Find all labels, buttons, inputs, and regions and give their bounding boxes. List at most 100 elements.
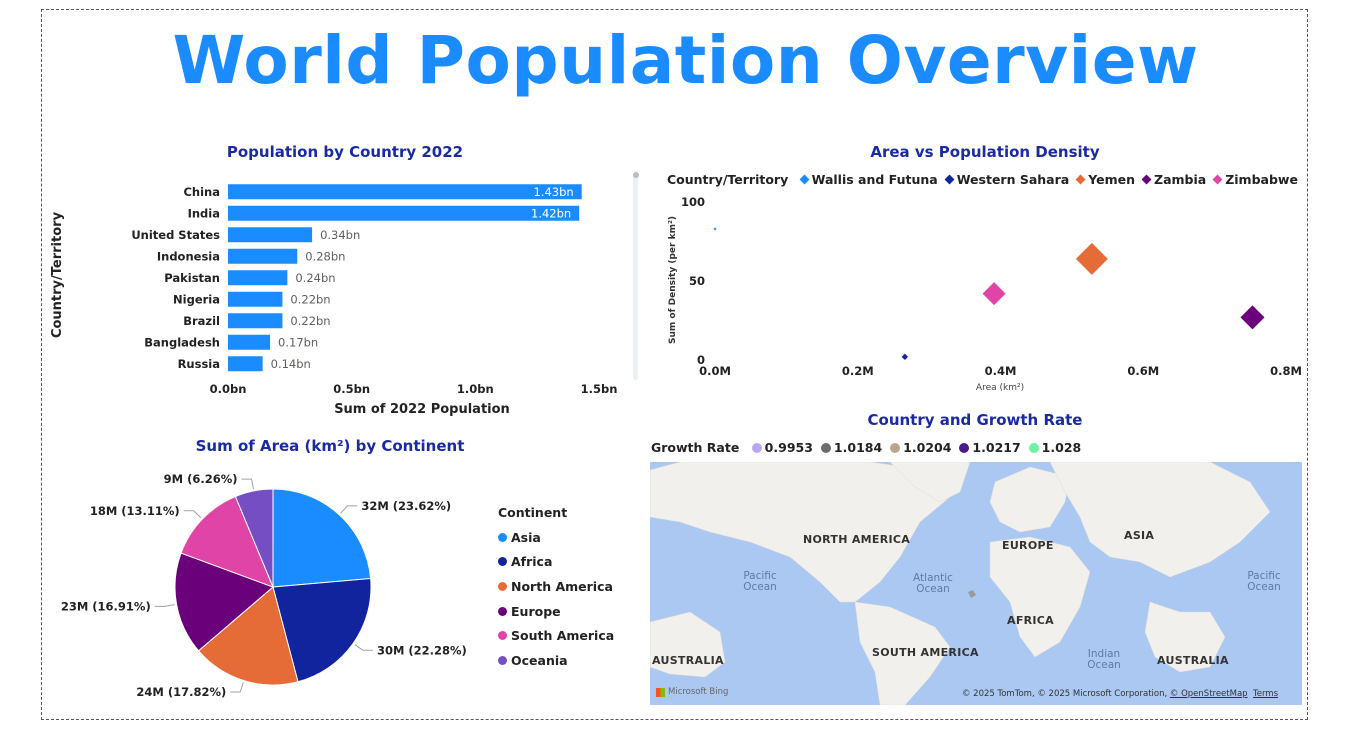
x-tick-label: 1.0bn xyxy=(457,382,494,396)
scatter-chart-title: Area vs Population Density xyxy=(870,143,1100,161)
x-tick-label: 0.0M xyxy=(699,364,731,378)
legend-dot-icon xyxy=(1028,443,1039,453)
legend-dot-icon xyxy=(751,443,762,453)
map-label-pacific-ocean-west: Pacific Ocean xyxy=(743,570,777,593)
pie-slice[interactable] xyxy=(234,488,274,588)
scatter-legend-item[interactable]: Zambia xyxy=(1140,172,1206,187)
pie-slice[interactable] xyxy=(174,552,274,652)
bar[interactable] xyxy=(228,334,271,350)
legend-dot-icon xyxy=(498,655,507,665)
map-label-south-america: SOUTH AMERICA xyxy=(872,646,979,659)
scatter-legend-item[interactable]: Zimbabwe xyxy=(1211,172,1298,187)
bar[interactable] xyxy=(228,270,288,286)
bar[interactable] xyxy=(228,248,298,264)
map-legend-item[interactable]: 1.0217 xyxy=(956,440,1021,455)
scrollbar-thumb[interactable] xyxy=(633,172,639,178)
pie-data-label: 9M (6.26%) xyxy=(164,472,238,486)
pie-legend: Continent Asia Africa North America Europe S… xyxy=(498,505,614,673)
map-legend-item[interactable]: 1.0184 xyxy=(818,440,882,455)
bar-category-label: China xyxy=(183,185,220,199)
bar[interactable] xyxy=(228,356,263,372)
pie-leader-line xyxy=(183,510,202,519)
pie-data-label: 23M (16.91%) xyxy=(61,599,151,613)
pie-chart[interactable]: 32M (23.62%) 30M (22.28%) 24M (17.82%) 23M … xyxy=(45,460,495,710)
map-legend: Growth Rate 0.9953 1.0184 1.0204 1.0217 1.02… xyxy=(651,440,1086,455)
pie-slice[interactable] xyxy=(197,586,299,686)
pie-legend-item[interactable]: South America xyxy=(498,623,614,648)
bar[interactable] xyxy=(228,184,582,200)
y-axis-title: Country/Territory xyxy=(50,211,65,338)
map-label-north-america: NORTH AMERICA xyxy=(803,533,911,546)
pie-slice[interactable] xyxy=(272,488,372,588)
page-title: World Population Overview xyxy=(172,22,1199,99)
diamond-marker-icon xyxy=(1212,174,1223,185)
bar-category-label: United States xyxy=(131,228,220,242)
pie-leader-line xyxy=(241,478,254,490)
scatter-point[interactable] xyxy=(713,227,717,231)
bar-category-label: Russia xyxy=(178,357,220,371)
legend-dot-icon xyxy=(959,443,970,453)
bar-category-label: India xyxy=(188,206,220,220)
bar[interactable] xyxy=(228,313,283,329)
scatter-legend-item[interactable]: Western Sahara xyxy=(943,172,1069,187)
x-tick-label: 1.5bn xyxy=(581,382,618,396)
map-legend-item[interactable]: 0.9953 xyxy=(749,440,813,455)
bar[interactable] xyxy=(228,205,580,221)
microsoft-logo-icon xyxy=(656,687,665,697)
world-map[interactable]: NORTH AMERICA EUROPE ASIA AFRICA SOUTH A… xyxy=(650,462,1302,705)
bar[interactable] xyxy=(228,291,283,307)
scrollbar[interactable] xyxy=(633,175,638,380)
y-tick-label: 0 xyxy=(697,353,705,367)
legend-dot-icon xyxy=(498,532,507,542)
bar-data-label: 0.14bn xyxy=(271,357,311,371)
scatter-legend-label: Country/Territory xyxy=(667,172,789,187)
pie-legend-item[interactable]: Oceania xyxy=(498,648,614,673)
pie-slice[interactable] xyxy=(180,495,274,588)
bar-data-label: 0.28bn xyxy=(305,249,345,263)
scatter-point[interactable] xyxy=(1075,242,1108,275)
pie-chart-title: Sum of Area (km²) by Continent xyxy=(195,437,465,455)
pie-legend-item[interactable]: North America xyxy=(498,574,614,599)
bar-category-label: Indonesia xyxy=(157,249,220,263)
scatter-legend-item[interactable]: Wallis and Futuna xyxy=(798,172,938,187)
scatter-legend-item[interactable]: Yemen xyxy=(1074,172,1135,187)
x-tick-label: 0.2M xyxy=(842,364,874,378)
diamond-marker-icon xyxy=(799,174,810,185)
openstreetmap-link[interactable]: © OpenStreetMap xyxy=(1169,689,1248,699)
map-label-africa: AFRICA xyxy=(1007,614,1054,627)
x-tick-label: 0.4M xyxy=(985,364,1017,378)
pie-leader-line xyxy=(230,682,244,693)
pie-data-label: 32M (23.62%) xyxy=(361,499,451,513)
scatter-chart[interactable]: 0 50 100 0.0M 0.2M 0.4M 0.6M 0.8M Area (km²) Sum … xyxy=(650,190,1315,400)
bar[interactable] xyxy=(228,227,313,243)
legend-dot-icon xyxy=(498,581,507,591)
scatter-legend: Country/Territory Wallis and Futuna Weste… xyxy=(667,172,1303,187)
map-legend-label: Growth Rate xyxy=(651,440,740,455)
scatter-point[interactable] xyxy=(901,353,909,361)
bar-category-label: Pakistan xyxy=(164,271,220,285)
bar-chart[interactable]: China 1.43bn India 1.42bn United States 0.34b… xyxy=(45,165,630,425)
pie-slice[interactable] xyxy=(272,577,372,683)
bing-logo: Microsoft Bing xyxy=(656,687,728,697)
map-legend-item[interactable]: 1.028 xyxy=(1026,440,1081,455)
map-label-europe: EUROPE xyxy=(1002,539,1054,552)
scatter-point[interactable] xyxy=(982,282,1006,306)
diamond-marker-icon xyxy=(1075,174,1086,185)
pie-legend-item[interactable]: Africa xyxy=(498,550,614,575)
x-tick-label: 0.8M xyxy=(1270,364,1302,378)
scatter-point[interactable] xyxy=(1240,305,1265,330)
report-canvas-border xyxy=(41,9,1308,720)
map-legend-item[interactable]: 1.0204 xyxy=(887,440,951,455)
pie-legend-item[interactable]: Asia xyxy=(498,525,614,550)
map-attribution: © 2025 TomTom, © 2025 Microsoft Corporat… xyxy=(961,689,1278,699)
legend-dot-icon xyxy=(498,557,507,567)
pie-legend-item[interactable]: Europe xyxy=(498,599,614,624)
diamond-marker-icon xyxy=(1141,174,1152,185)
terms-link[interactable]: Terms xyxy=(1252,689,1278,699)
x-tick-label: 0.0bn xyxy=(210,382,247,396)
bar-data-label: 0.22bn xyxy=(290,314,330,328)
y-tick-label: 100 xyxy=(681,195,705,209)
pie-leader-line xyxy=(340,505,358,514)
bar-chart-title: Population by Country 2022 xyxy=(226,143,464,161)
pie-legend-title: Continent xyxy=(498,505,568,520)
